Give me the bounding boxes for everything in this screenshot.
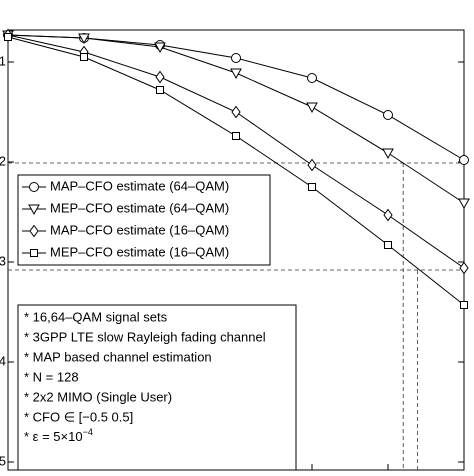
marker [78, 33, 90, 45]
marker [231, 53, 241, 63]
marker [232, 132, 240, 140]
marker [4, 33, 12, 41]
marker [307, 73, 317, 83]
y-tick-label: 3 [0, 253, 6, 268]
legend-label: MEP–CFO estimate (64–QAM) [50, 200, 229, 215]
y-tick-label: 5 [0, 453, 6, 468]
marker [231, 105, 241, 119]
marker [459, 155, 469, 165]
marker [155, 70, 165, 84]
note: * ε = 5×10−4 [24, 427, 93, 444]
note: * 2x2 MIMO (Single User) [24, 389, 172, 404]
legend-label: MEP–CFO estimate (16–QAM) [50, 244, 229, 259]
legend-box [17, 174, 271, 266]
legend-marker [28, 204, 40, 216]
note-base: * ε = 5×10 [24, 429, 83, 444]
marker [156, 86, 164, 94]
y-tick-label: 4 [0, 353, 6, 368]
legend-marker [29, 224, 39, 238]
marker [154, 42, 166, 54]
marker [80, 53, 88, 61]
marker [230, 68, 242, 80]
marker [459, 261, 469, 275]
marker [383, 110, 393, 120]
marker [460, 301, 468, 309]
y-tick-label: 1 [0, 53, 6, 68]
marker [308, 183, 316, 191]
marker [383, 208, 393, 222]
notes-box [17, 304, 297, 471]
legend-label: MAP–CFO estimate (64–QAM) [50, 178, 229, 193]
note: * 16,64–QAM signal sets [24, 309, 168, 324]
marker [382, 148, 394, 160]
marker [458, 198, 470, 210]
y-tick-label: 2 [0, 153, 6, 168]
note: * CFO ∈ [−0.5 0.5] [24, 409, 133, 424]
marker [307, 158, 317, 172]
legend-marker [29, 182, 39, 192]
note-sup: −4 [83, 427, 93, 437]
legend-marker [30, 249, 38, 257]
note: * N = 128 [24, 369, 79, 384]
marker [306, 102, 318, 114]
legend-label: MAP–CFO estimate (16–QAM) [50, 222, 229, 237]
note: * MAP based channel estimation [24, 349, 212, 364]
note: * 3GPP LTE slow Rayleigh fading channel [24, 329, 266, 344]
marker [384, 241, 392, 249]
